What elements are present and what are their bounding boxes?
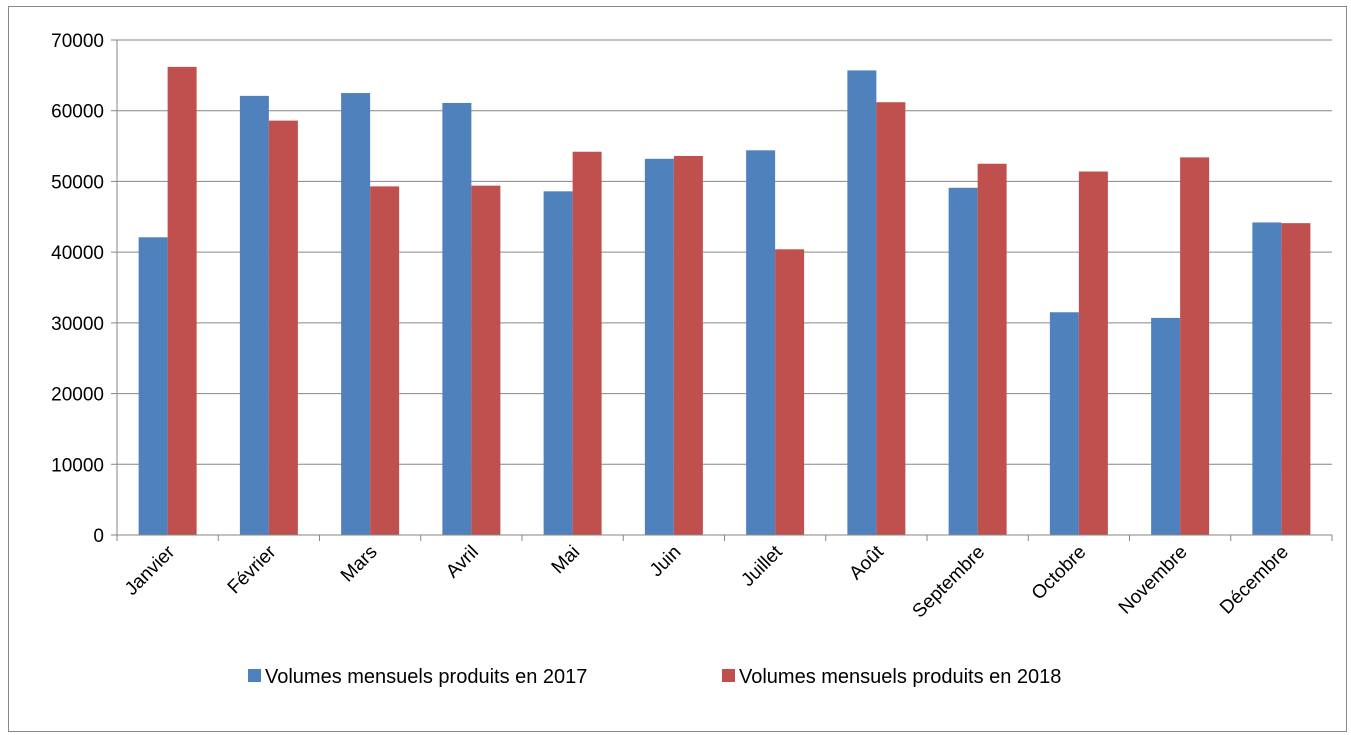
bar-series-2-Mars	[370, 186, 400, 535]
legend-label: Volumes mensuels produits en 2017	[265, 666, 587, 688]
x-tick-label: Février	[224, 541, 281, 598]
legend-swatch	[722, 669, 735, 682]
y-tick-label: 60000	[51, 102, 104, 123]
bar-series-1-Novembre	[1151, 317, 1181, 535]
bars	[138, 66, 1311, 536]
y-tick-label: 40000	[51, 243, 104, 264]
bar-series-1-Juillet	[746, 150, 776, 536]
y-tick-label: 20000	[51, 385, 104, 406]
x-tick-label: Janvier	[121, 541, 180, 600]
bar-series-1-Septembre	[948, 187, 978, 536]
y-axis-tick-labels: 0 10000 20000 30000 40000 50000 60000 70000	[51, 31, 104, 547]
x-tick-label: Juin	[646, 542, 685, 581]
axes	[111, 39, 1333, 541]
bar-series-2-Août	[876, 102, 906, 535]
bar-series-1-Avril	[442, 102, 472, 535]
x-tick-label: Novembre	[1115, 542, 1192, 619]
legend: Volumes mensuels produits en 2017 Volumes…	[248, 666, 1061, 688]
legend-label: Volumes mensuels produits en 2018	[739, 666, 1061, 688]
bar-series-2-Juin	[673, 155, 703, 535]
x-axis-tick-labels: Janvier Février Mars Avril Mai Juin Juillet Aoû…	[121, 541, 1293, 622]
bar-series-2-Décembre	[1281, 223, 1311, 535]
gridlines	[117, 39, 1332, 465]
bar-series-2-Novembre	[1180, 157, 1210, 535]
x-tick-label: Juillet	[737, 541, 787, 591]
y-tick-label: 70000	[51, 31, 104, 52]
x-tick-label: Décembre	[1216, 542, 1293, 619]
y-tick-label: 50000	[51, 172, 104, 193]
bar-series-1-Août	[847, 70, 877, 536]
bar-series-2-Avril	[471, 185, 501, 535]
x-tick-label: Avril	[442, 542, 483, 583]
x-tick-label: Mars	[337, 542, 382, 587]
bar-series-1-Janvier	[138, 237, 168, 536]
bar-series-2-Juillet	[775, 249, 805, 536]
x-tick-label: Septembre	[909, 542, 990, 623]
y-tick-label: 30000	[51, 314, 104, 335]
bar-series-1-Mai	[543, 191, 573, 536]
y-tick-label: 0	[93, 526, 104, 547]
bar-series-2-Septembre	[977, 163, 1007, 535]
bar-series-1-Octobre	[1049, 312, 1079, 535]
bar-series-1-Mars	[341, 93, 371, 536]
bar-series-1-Juin	[644, 158, 674, 536]
bar-series-2-Mai	[572, 151, 602, 535]
x-tick-label: Octobre	[1028, 542, 1091, 605]
legend-swatch	[248, 669, 261, 682]
bar-series-1-Décembre	[1252, 222, 1282, 535]
bar-series-2-Février	[268, 120, 298, 535]
bar-series-1-Février	[239, 95, 269, 535]
y-tick-label: 10000	[51, 455, 104, 476]
bar-series-2-Janvier	[167, 66, 197, 535]
x-tick-label: Mai	[548, 542, 585, 579]
x-tick-label: Août	[845, 541, 888, 584]
bar-series-2-Octobre	[1078, 171, 1108, 535]
